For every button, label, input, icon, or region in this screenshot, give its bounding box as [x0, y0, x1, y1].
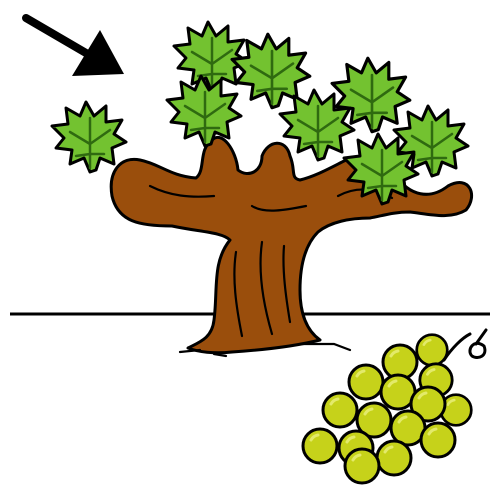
leaf — [165, 74, 243, 148]
grape-bunch-icon — [301, 328, 488, 485]
vine-trunk — [109, 136, 474, 358]
leaf — [50, 100, 128, 174]
arrow-icon — [22, 14, 124, 76]
